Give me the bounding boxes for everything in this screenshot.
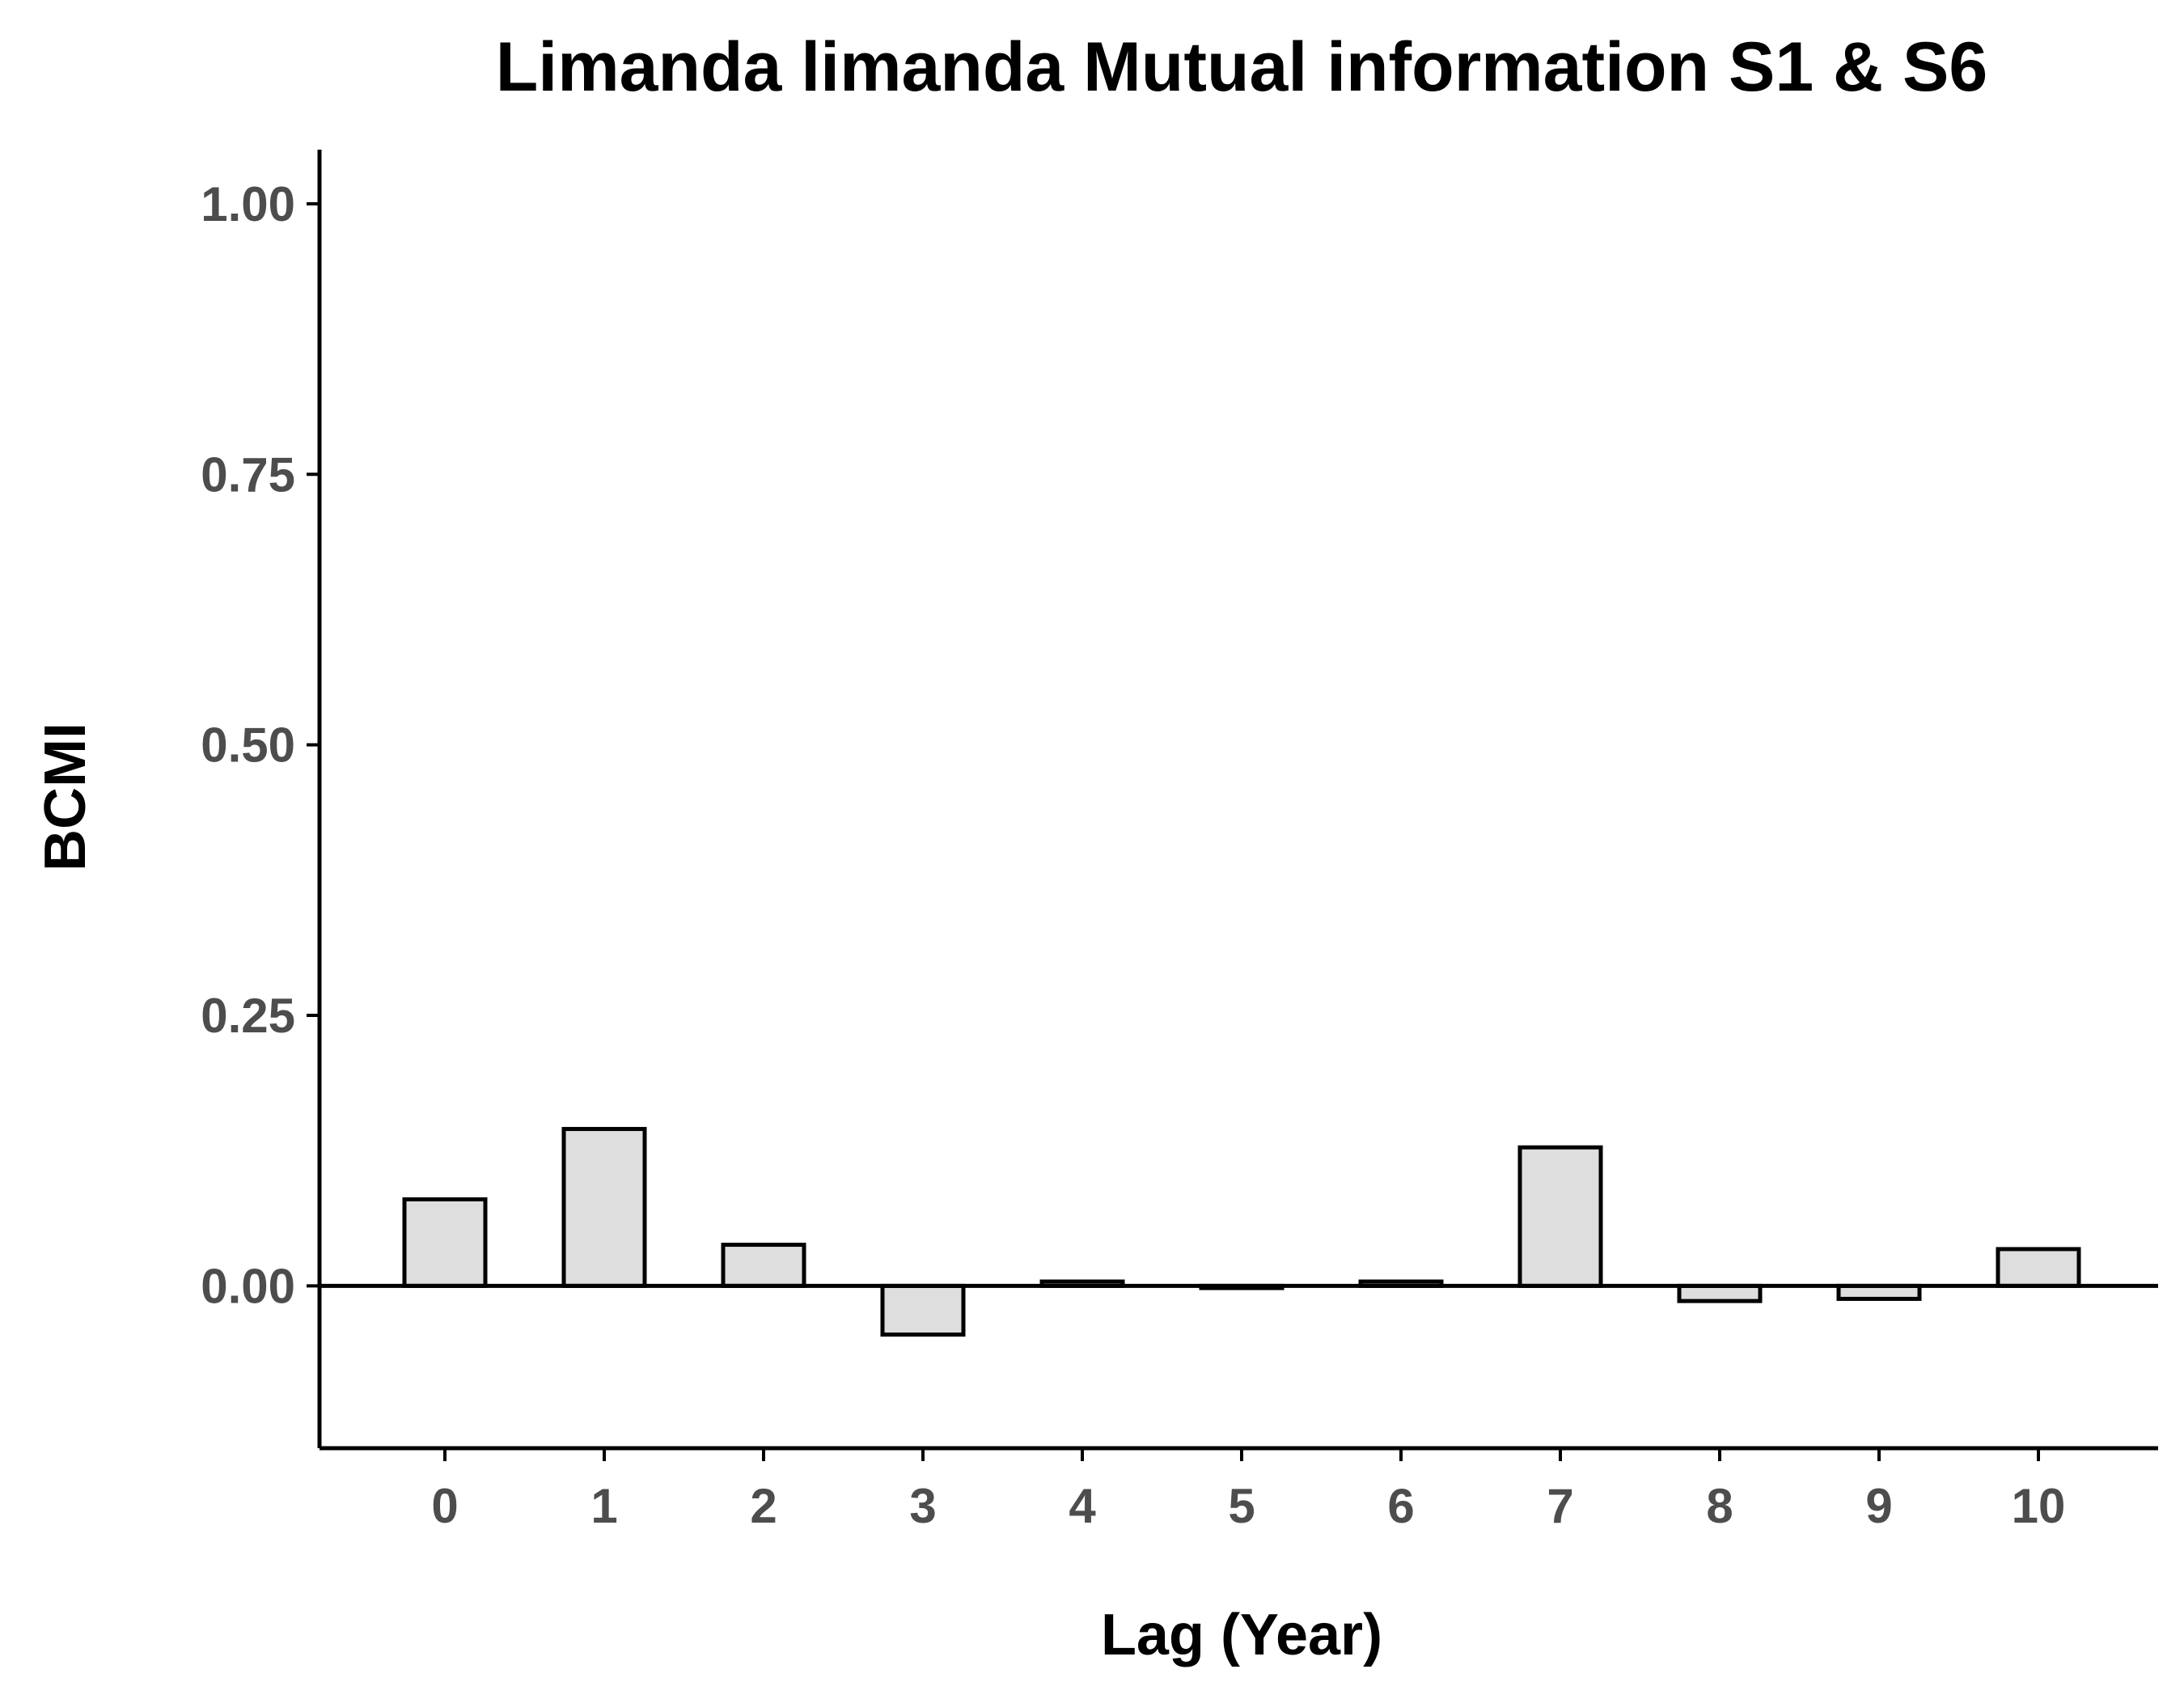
bar-lag-8 xyxy=(1677,1283,1763,1303)
chart-title: Limanda limanda Mutual information S1 & … xyxy=(496,28,1987,106)
bar-lag-0 xyxy=(402,1197,488,1288)
x-axis-label: Lag (Year) xyxy=(1101,1603,1382,1667)
y-axis-label: BCMI xyxy=(33,722,98,871)
x-tick-label: 0 xyxy=(431,1479,458,1533)
x-axis-ticks: 0 1 2 3 4 5 6 7 8 9 10 xyxy=(431,1448,2065,1533)
y-tick-label: 0.50 xyxy=(201,718,295,773)
y-axis-ticks: 0.00 0.25 0.50 0.75 1.00 xyxy=(201,177,320,1313)
bar-lag-1 xyxy=(561,1126,647,1288)
y-tick-label: 0.75 xyxy=(201,447,295,502)
bar-lag-7 xyxy=(1517,1145,1603,1288)
y-tick-label: 1.00 xyxy=(201,177,295,231)
bars xyxy=(402,1126,2081,1337)
x-tick-label: 7 xyxy=(1547,1479,1573,1533)
x-tick-label: 10 xyxy=(2012,1479,2066,1533)
bar-lag-2 xyxy=(721,1243,806,1288)
x-tick-label: 8 xyxy=(1706,1479,1733,1533)
x-tick-label: 1 xyxy=(590,1479,617,1533)
x-tick-label: 5 xyxy=(1228,1479,1255,1533)
y-tick-label: 0.25 xyxy=(201,989,295,1043)
x-tick-label: 9 xyxy=(1865,1479,1892,1533)
bar-lag-10 xyxy=(1996,1247,2081,1288)
y-tick-label: 0.00 xyxy=(201,1259,295,1313)
x-tick-label: 4 xyxy=(1069,1479,1096,1533)
x-tick-label: 3 xyxy=(909,1479,936,1533)
x-tick-label: 6 xyxy=(1387,1479,1414,1533)
bar-lag-3 xyxy=(880,1283,966,1337)
x-tick-label: 2 xyxy=(750,1479,777,1533)
